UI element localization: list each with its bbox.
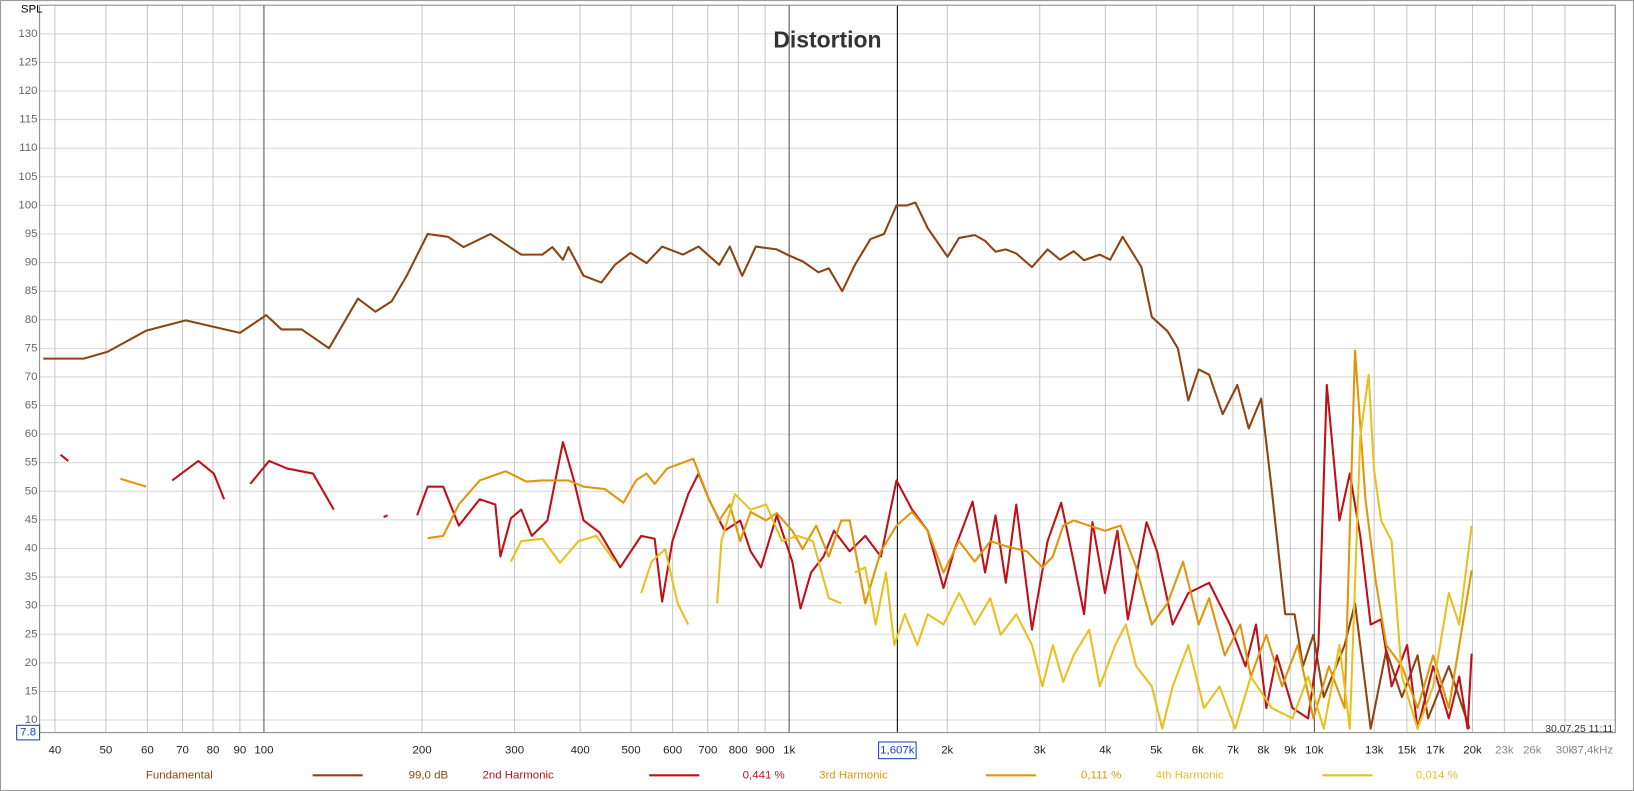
x-tick-label: 400: [571, 744, 590, 756]
y-tick-label: 95: [25, 228, 38, 240]
x-tick-label: 26k: [1523, 744, 1542, 756]
x-tick-label: 200: [412, 744, 431, 756]
y-tick-label: 115: [19, 114, 37, 126]
legend-value: 0,111 %: [1081, 769, 1121, 781]
x-tick-label: 100: [254, 744, 273, 756]
x-tick-label: 3k: [1034, 744, 1046, 756]
x-tick-label: 90: [234, 744, 247, 756]
x-tick-label: 50: [99, 744, 112, 756]
legend-value: 0,014 %: [1416, 769, 1458, 781]
legend-value: 99,0 dB: [409, 769, 449, 781]
x-tick-label: 60: [141, 744, 154, 756]
legend-label: Fundamental: [146, 769, 213, 781]
cursor-box: [878, 741, 917, 760]
y-axis-label: SPL: [21, 3, 43, 15]
x-tick-label: 900: [756, 744, 775, 756]
y-tick-label: 90: [25, 257, 38, 269]
x-tick-label: 37,4kHz: [1571, 744, 1613, 756]
x-tick-label: 17k: [1426, 744, 1445, 756]
chart-title: Distortion: [773, 27, 881, 53]
y-tick-label: 35: [25, 571, 38, 583]
series-group: [43, 201, 1473, 730]
x-tick-label: 70: [176, 744, 189, 756]
y-limit-label: 7.8: [20, 727, 36, 739]
x-tick-label: 40: [49, 744, 62, 756]
y-tick-label: 15: [25, 685, 38, 697]
y-tick-label: 20: [25, 657, 38, 669]
y-tick-label: 10: [25, 714, 38, 726]
cursor-label: 1,607k: [880, 744, 915, 756]
y-tick-label: 65: [25, 400, 38, 412]
x-tick-label: 500: [621, 744, 640, 756]
y-tick-label: 125: [18, 56, 37, 68]
series-line: [43, 201, 1471, 730]
axis-labels: 10 15 20 25 30 35 40 45 50 55 60 65 70 75 80 85 90 95 100 1…: [16, 28, 1613, 760]
y-tick-label: 130: [18, 28, 37, 40]
y-tick-label: 70: [25, 371, 38, 383]
x-tick-label: 20k: [1463, 744, 1482, 756]
series-line: [510, 373, 1473, 730]
legend-label: 2nd Harmonic: [482, 769, 554, 781]
x-tick-label: 4k: [1099, 744, 1111, 756]
x-tick-label: 9k: [1284, 744, 1296, 756]
x-tick-label: 23k: [1495, 744, 1514, 756]
grid: [39, 5, 1616, 733]
y-tick-label: 40: [25, 543, 38, 555]
y-tick-label: 120: [18, 85, 37, 97]
x-tick-label: 600: [663, 744, 682, 756]
y-tick-label: 80: [25, 314, 38, 326]
y-tick-label: 60: [25, 428, 38, 440]
legend: Fundamental 99,0 dB 2nd Harmonic 0,441 % 3rd…: [146, 769, 1458, 781]
x-tick-label: 8k: [1257, 744, 1269, 756]
y-tick-label: 55: [25, 457, 38, 469]
x-tick-label: 800: [729, 744, 748, 756]
x-tick-label: 300: [505, 744, 524, 756]
x-tick-label: 30k: [1556, 744, 1575, 756]
x-tick-label: 5k: [1150, 744, 1162, 756]
y-tick-label: 75: [25, 342, 38, 354]
y-tick-label: 105: [18, 171, 37, 183]
timestamp: 30.07.25 11:11: [1545, 724, 1613, 735]
plot-border: [39, 4, 1616, 734]
y-tick-label: 110: [19, 142, 37, 154]
x-tick-label: 7k: [1227, 744, 1239, 756]
x-tick-label: 6k: [1192, 744, 1204, 756]
legend-value: 0,441 %: [743, 769, 785, 781]
y-tick-label: 85: [25, 285, 38, 297]
y-limit-box: [16, 724, 41, 741]
series-line: [59, 383, 1473, 730]
y-tick-label: 50: [25, 485, 38, 497]
x-tick-label: 1k: [783, 744, 795, 756]
y-tick-label: 30: [25, 600, 38, 612]
x-tick-label: 700: [698, 744, 717, 756]
y-tick-label: 25: [25, 628, 38, 640]
x-tick-label: 10k: [1305, 744, 1324, 756]
x-tick-label: 80: [207, 744, 220, 756]
legend-label: 4th Harmonic: [1156, 769, 1224, 781]
legend-label: 3rd Harmonic: [819, 769, 888, 781]
x-tick-label: 15k: [1398, 744, 1417, 756]
y-tick-label: 45: [25, 514, 38, 526]
y-tick-label: 100: [18, 199, 37, 211]
series-line: [120, 349, 1473, 720]
x-tick-label: 2k: [941, 744, 953, 756]
x-tick-label: 13k: [1365, 744, 1384, 756]
